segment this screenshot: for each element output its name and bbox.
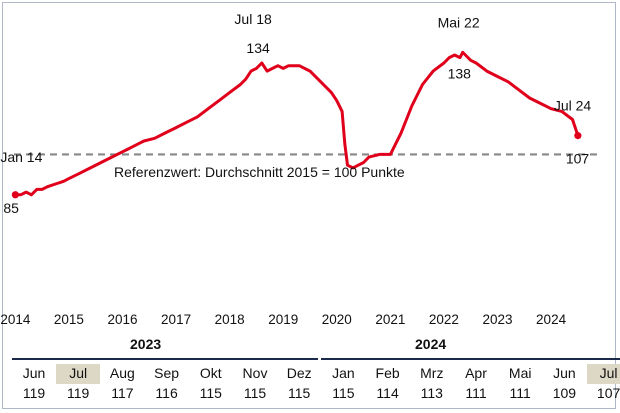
table-month: Okt bbox=[199, 365, 222, 381]
table-column: Nov 115 bbox=[233, 364, 277, 404]
table-month: Jan bbox=[332, 365, 355, 381]
table-value: 111 bbox=[465, 385, 487, 401]
x-tick-label: 2017 bbox=[161, 312, 191, 327]
annotation-label: Jan 14 bbox=[0, 149, 42, 165]
table-month: Mai bbox=[508, 365, 532, 381]
table-month: Nov bbox=[242, 365, 268, 381]
table-column: Mai 111 bbox=[498, 364, 542, 404]
chart-frame bbox=[2, 2, 616, 409]
table-month: Feb bbox=[375, 365, 400, 381]
annotation-label: Jul 24 bbox=[554, 98, 592, 114]
endpoint-marker bbox=[11, 191, 19, 199]
table-value: 111 bbox=[509, 385, 531, 401]
table-column: Dez 115 bbox=[277, 364, 321, 404]
year-divider bbox=[321, 358, 620, 360]
table-column: Jan 115 bbox=[321, 364, 365, 404]
table-year-label: 2023 bbox=[130, 336, 162, 352]
series-line bbox=[15, 50, 580, 197]
table-column: Jul 107 bbox=[586, 364, 620, 404]
x-tick-label: 2016 bbox=[107, 312, 137, 327]
table-value: 115 bbox=[199, 385, 222, 401]
table-column: Sep 116 bbox=[145, 364, 189, 404]
table-column: Feb 114 bbox=[366, 364, 410, 404]
table-month: Jul bbox=[56, 364, 101, 384]
annotation-value: 85 bbox=[3, 200, 19, 216]
table-value: 119 bbox=[22, 385, 46, 401]
x-tick-label: 2018 bbox=[215, 312, 245, 327]
table-value: 113 bbox=[420, 385, 443, 401]
x-tick-label: 2020 bbox=[322, 312, 352, 327]
x-tick-label: 2015 bbox=[54, 312, 84, 327]
endpoint-marker bbox=[574, 132, 582, 140]
table-month: Apr bbox=[465, 365, 487, 381]
table-column: Aug 117 bbox=[100, 364, 144, 404]
annotation-value: 107 bbox=[566, 151, 590, 167]
annotation-label: Jul 18 bbox=[234, 11, 272, 27]
x-tick-label: 2023 bbox=[482, 312, 512, 327]
x-tick-label: 2022 bbox=[429, 312, 459, 327]
table-month: Jul bbox=[586, 364, 620, 384]
line-chart: Jan 14 85 Jul 18 134 Mai 22 138 Jul 24 107 2014… bbox=[0, 11, 600, 327]
table-column: Jun 119 bbox=[12, 364, 56, 404]
table-month: Sep bbox=[154, 365, 180, 381]
table-value: 115 bbox=[332, 385, 355, 401]
table-value: 115 bbox=[243, 385, 267, 401]
table-year-label: 2024 bbox=[415, 336, 447, 352]
table-value: 107 bbox=[596, 385, 620, 401]
x-tick-label: 2019 bbox=[268, 312, 298, 327]
x-tick-label: 2024 bbox=[536, 312, 567, 327]
table-month: Mrz bbox=[420, 365, 444, 381]
table-value: 109 bbox=[552, 385, 577, 401]
table-column: Apr 111 bbox=[454, 364, 498, 404]
x-tick-label: 2014 bbox=[0, 312, 31, 327]
annotation-value: 138 bbox=[448, 65, 472, 81]
table-value: 114 bbox=[376, 385, 399, 401]
reference-note: Referenzwert: Durchschnitt 2015 = 100 Pu… bbox=[114, 164, 405, 180]
table-month: Jun bbox=[553, 365, 576, 381]
x-tick-label: 2021 bbox=[375, 312, 405, 327]
annotation-label: Mai 22 bbox=[438, 14, 480, 30]
table-column: Jul 119 bbox=[56, 364, 101, 404]
table-column: Mrz 113 bbox=[410, 364, 454, 404]
table-value: 117 bbox=[111, 385, 134, 401]
table-value: 116 bbox=[155, 385, 178, 401]
table-month: Dez bbox=[286, 365, 312, 381]
table-value: 115 bbox=[288, 385, 311, 401]
table-column: Jun 109 bbox=[542, 364, 586, 404]
table-value: 119 bbox=[67, 385, 90, 401]
table-column: Okt 115 bbox=[189, 364, 233, 404]
annotation-value: 134 bbox=[246, 40, 270, 56]
year-divider bbox=[12, 358, 319, 360]
table-month: Aug bbox=[109, 365, 135, 381]
table-month: Jun bbox=[22, 365, 46, 381]
